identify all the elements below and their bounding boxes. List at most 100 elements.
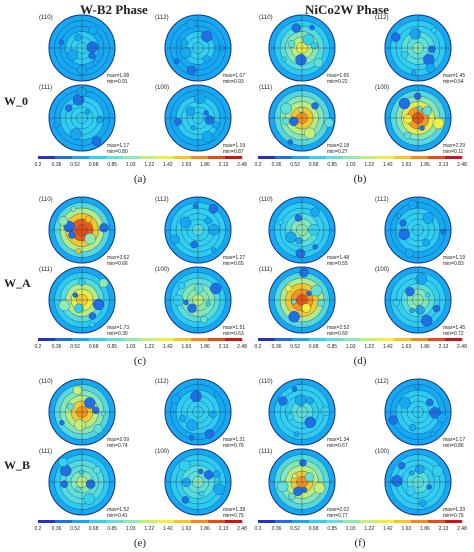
colorbar-tick-label: 2.48 bbox=[457, 162, 467, 168]
colorbar-segment bbox=[208, 520, 226, 523]
pole-figure-outline bbox=[164, 196, 232, 264]
max-value: max=2.29 bbox=[443, 143, 465, 149]
intensity-blotch bbox=[304, 472, 315, 482]
plane-label: (111) bbox=[39, 449, 52, 455]
colorbar-segment bbox=[360, 520, 378, 523]
pole-figure-outline bbox=[268, 14, 336, 82]
colorbar-tick-label: 0.52 bbox=[70, 526, 80, 532]
colorbar-tick-label: 0.36 bbox=[52, 162, 62, 168]
intensity-blotch bbox=[201, 131, 214, 143]
intensity-blotch bbox=[309, 24, 315, 31]
intensity-blotch bbox=[186, 65, 197, 76]
intensity-blotch bbox=[190, 241, 198, 249]
colorbar-segment bbox=[428, 520, 446, 523]
colorbar-tick-label: 0.2 bbox=[255, 526, 262, 532]
intensity-blotch bbox=[426, 398, 434, 407]
intensity-blotch bbox=[425, 63, 436, 73]
pole-figure-outline bbox=[48, 266, 116, 334]
pole-figure-outline bbox=[268, 196, 336, 264]
min-value: min=0.41 bbox=[107, 513, 128, 519]
colorbar-tick-label: 1.63 bbox=[401, 162, 411, 168]
colorbar-tick-label: 1.86 bbox=[420, 526, 430, 532]
colorbar-tick-label: 0.68 bbox=[89, 162, 99, 168]
intensity-blotch bbox=[280, 102, 292, 115]
pole-figure-outline bbox=[48, 378, 116, 446]
max-value: max=1.17 bbox=[443, 437, 465, 443]
intensity-blotch bbox=[422, 106, 432, 116]
colorbar-tick-label: 1.63 bbox=[181, 344, 191, 350]
colorbar-segment bbox=[360, 156, 378, 159]
intensity-blotch bbox=[426, 484, 432, 490]
colorbar-segment bbox=[140, 156, 158, 159]
intensity-blotch bbox=[173, 58, 180, 65]
intensity-blotch bbox=[74, 33, 82, 42]
intensity-blotch bbox=[403, 114, 413, 124]
min-value: min=0.76 bbox=[223, 443, 244, 449]
intensity-blotch bbox=[415, 464, 425, 474]
colorbar-segment bbox=[174, 520, 192, 523]
intensity-blotch bbox=[84, 397, 96, 409]
colorbar-segment bbox=[428, 156, 446, 159]
colorbar-tick-label: 0.68 bbox=[89, 526, 99, 532]
pole-figure-outline bbox=[48, 14, 116, 82]
min-value: min=0.86 bbox=[443, 443, 464, 449]
colorbar-tick-label: 2.13 bbox=[219, 162, 229, 168]
intensity-blotch bbox=[317, 299, 325, 307]
intensity-blotch bbox=[79, 469, 85, 476]
intensity-blotch bbox=[310, 285, 323, 297]
colorbar-tick-label: 2.48 bbox=[457, 526, 467, 532]
row-label-wb: W_B bbox=[4, 458, 31, 472]
pole-figure-outline bbox=[384, 14, 452, 82]
intensity-blotch bbox=[212, 121, 220, 129]
colorbar-segment bbox=[258, 338, 276, 341]
plane-label: (110) bbox=[259, 15, 273, 21]
intensity-blotch bbox=[180, 47, 192, 59]
panel-caption: (e) bbox=[133, 537, 147, 549]
intensity-blotch bbox=[100, 410, 107, 417]
colorbar-segment bbox=[157, 338, 175, 341]
pole-figure-canvas: (110)max=1.65min=0.22(112)max=1.45min=0.… bbox=[255, 14, 467, 168]
colorbar-segment bbox=[89, 338, 107, 341]
intensity-blotch bbox=[415, 273, 427, 285]
colorbar-tick-label: 1.86 bbox=[200, 526, 210, 532]
colorbar-tick-label: 0.2 bbox=[35, 344, 42, 350]
colorbar-segment bbox=[55, 156, 73, 159]
intensity-blotch bbox=[409, 307, 415, 314]
intensity-blotch bbox=[53, 122, 59, 129]
row-label-w0: W_0 bbox=[4, 94, 28, 108]
intensity-blotch bbox=[89, 322, 95, 328]
intensity-blotch bbox=[282, 117, 290, 125]
colorbar-tick-label: 1.03 bbox=[346, 162, 356, 168]
intensity-blotch bbox=[405, 287, 415, 297]
intensity-blotch bbox=[181, 496, 190, 504]
colorbar-segment bbox=[258, 520, 276, 523]
intensity-blotch bbox=[277, 480, 289, 493]
intensity-blotch bbox=[70, 206, 77, 212]
colorbar-segment bbox=[394, 338, 412, 341]
plane-label: (100) bbox=[155, 449, 169, 455]
plane-label: (100) bbox=[375, 85, 389, 91]
max-value: max=1.65 bbox=[327, 73, 349, 79]
min-value: min=0.11 bbox=[443, 149, 464, 155]
row-label-wa: W_A bbox=[4, 276, 31, 290]
intensity-blotch bbox=[277, 219, 284, 225]
intensity-blotch bbox=[310, 41, 318, 50]
max-value: max=2.62 bbox=[107, 255, 129, 261]
colorbar-segment bbox=[377, 520, 395, 523]
pole-figure-outline bbox=[164, 84, 232, 152]
colorbar-tick-label: 0.52 bbox=[290, 526, 300, 532]
colorbar-tick-label: 0.52 bbox=[70, 344, 80, 350]
intensity-blotch bbox=[204, 470, 214, 480]
intensity-blotch bbox=[66, 49, 79, 61]
max-value: max=1.21 bbox=[223, 437, 245, 443]
colorbar-segment bbox=[106, 338, 124, 341]
min-value: min=0.93 bbox=[223, 79, 244, 85]
colorbar-segment bbox=[411, 520, 429, 523]
intensity-blotch bbox=[284, 284, 293, 292]
max-value: max=1.07 bbox=[223, 73, 245, 79]
intensity-blotch bbox=[68, 231, 76, 239]
intensity-blotch bbox=[424, 292, 431, 298]
colorbar-segment bbox=[275, 156, 293, 159]
min-value: min=0.22 bbox=[327, 79, 348, 85]
